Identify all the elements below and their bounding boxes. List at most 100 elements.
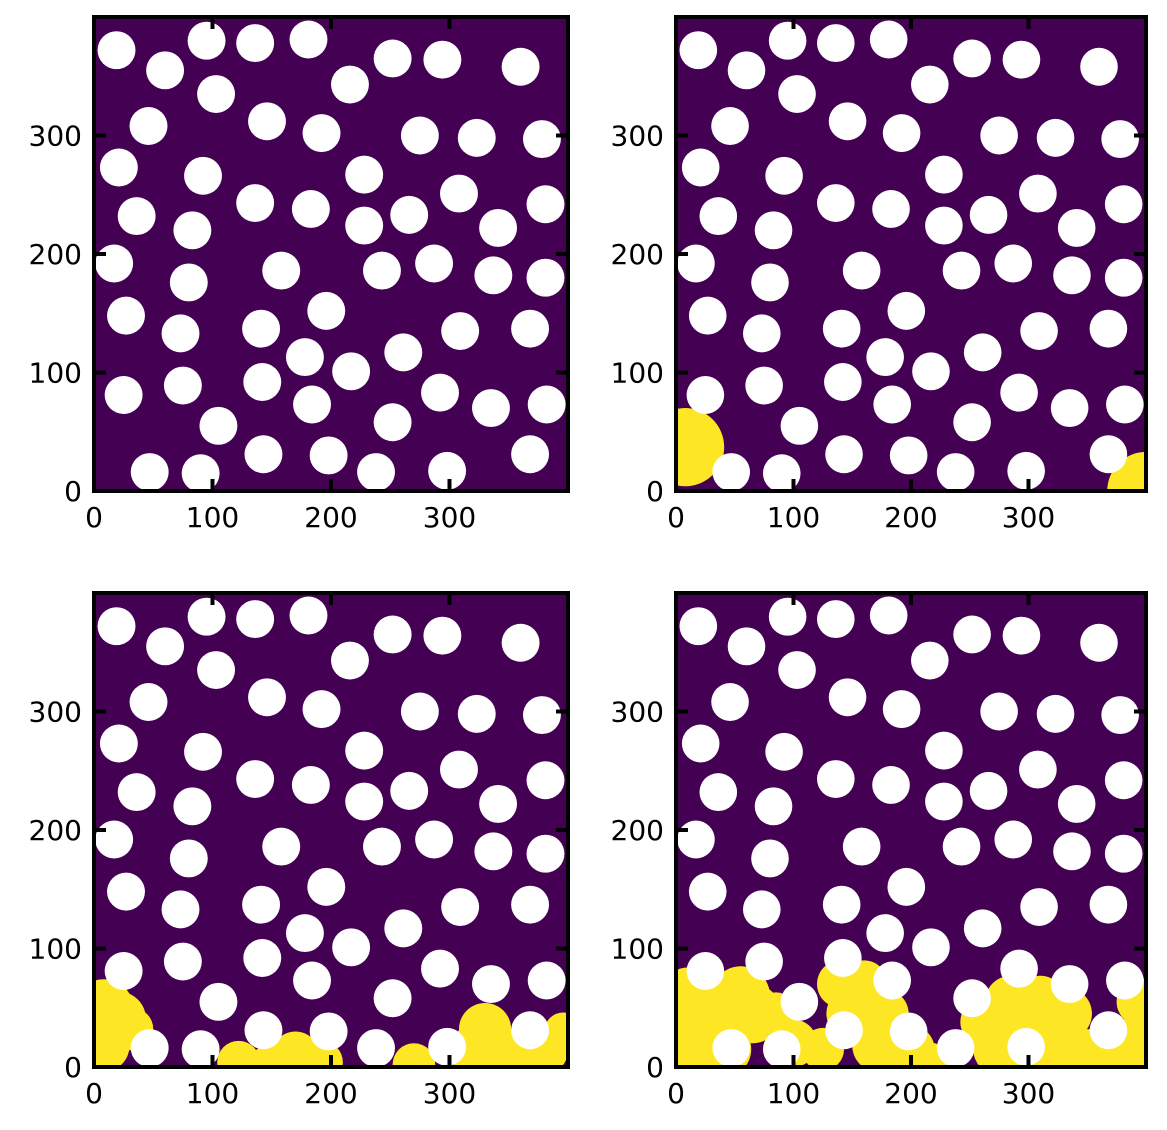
obstacle-disk: [963, 909, 1002, 948]
obstacle-disk: [236, 600, 275, 639]
obstacle-disk: [1106, 385, 1144, 424]
obstacle-disk: [686, 952, 725, 990]
obstacle-disk: [421, 373, 459, 412]
obstacle-disk: [727, 51, 766, 90]
x-tick-label: 300: [423, 501, 476, 534]
obstacle-disk: [677, 244, 715, 283]
obstacle-disk: [373, 403, 412, 442]
panel-1: 0 100 200 300 0 100 200 300: [29, 15, 570, 534]
obstacle-disk: [527, 385, 566, 424]
obstacle-disk: [285, 914, 324, 953]
obstacle-disk: [887, 291, 926, 330]
y-tick-label: 300: [29, 696, 82, 729]
obstacle-disk: [441, 312, 480, 350]
obstacle-disk: [882, 690, 921, 729]
y-tick-label: 0: [64, 475, 82, 508]
obstacle-disk: [474, 832, 513, 871]
obstacle-disk: [1080, 623, 1118, 662]
obstacle-disk: [163, 942, 202, 981]
obstacle-disk: [817, 760, 855, 799]
obstacle-disk: [686, 376, 725, 414]
obstacle-disk: [1106, 961, 1144, 1000]
obstacle-disk: [712, 1029, 751, 1067]
obstacle-disk: [953, 39, 991, 78]
obstacle-disk: [953, 615, 991, 654]
obstacle-disk: [236, 760, 275, 799]
obstacle-disk: [181, 454, 220, 491]
x-tick-label: 300: [1002, 501, 1055, 534]
obstacle-disk: [1101, 120, 1139, 159]
obstacle-disk: [526, 834, 565, 873]
obstacle-disk: [1080, 47, 1118, 86]
obstacle-disk: [362, 251, 401, 290]
obstacle-disk: [99, 724, 138, 763]
obstacle-disk: [1050, 965, 1089, 1004]
obstacle-disk: [479, 784, 518, 823]
obstacle-disk: [243, 939, 282, 977]
obstacle-disk: [293, 385, 331, 424]
x-tick-label: 300: [1002, 1077, 1055, 1110]
obstacle-disk: [912, 928, 950, 967]
obstacle-disk: [309, 1012, 348, 1051]
obstacle-disk: [95, 820, 134, 859]
obstacle-disk: [828, 102, 867, 141]
obstacle-disk: [778, 75, 816, 113]
obstacle-disk: [400, 116, 439, 155]
obstacle-disk: [994, 820, 1033, 859]
x-tick-label: 200: [884, 1077, 937, 1110]
obstacle-disk: [421, 949, 459, 988]
obstacle-disk: [357, 453, 395, 491]
obstacle-disk: [242, 309, 281, 348]
y-tick-label: 100: [611, 357, 664, 390]
obstacle-disk: [677, 820, 715, 859]
obstacle-disk: [428, 1027, 467, 1066]
obstacle-disk: [423, 616, 462, 655]
obstacle-disk: [384, 333, 423, 372]
obstacle-disk: [184, 156, 222, 195]
panel-3: 0 100 200 300 0 100 200 300: [29, 591, 570, 1110]
x-tick-label: 200: [884, 501, 937, 534]
y-tick-label: 100: [29, 933, 82, 966]
obstacle-disk: [699, 197, 738, 236]
y-tick-label: 0: [64, 1051, 82, 1084]
obstacle-disk: [526, 761, 565, 800]
panel-4: 0 100 200 300 0 100 200 300: [611, 591, 1148, 1110]
obstacle-disk: [161, 890, 200, 929]
obstacle-disk: [332, 352, 371, 391]
y-tick-label: 200: [29, 238, 82, 271]
obstacle-disk: [925, 206, 963, 245]
obstacle-disk: [501, 47, 540, 86]
obstacle-disk: [197, 651, 236, 689]
obstacle-disk: [873, 385, 911, 424]
obstacle-disk: [428, 451, 467, 490]
obstacle-disk: [390, 195, 429, 234]
obstacle-disk: [107, 872, 145, 911]
filled-region: [392, 1043, 436, 1067]
obstacle-disk: [1089, 309, 1128, 348]
obstacle-disk: [99, 148, 138, 187]
obstacle-disk: [1020, 888, 1058, 926]
obstacle-disk: [936, 453, 975, 491]
obstacle-disk: [994, 244, 1033, 283]
obstacle-disk: [104, 952, 143, 990]
obstacle-disk: [822, 885, 861, 924]
obstacle-disk: [236, 24, 275, 63]
x-tick-label: 100: [186, 501, 239, 534]
obstacle-disk: [285, 338, 324, 377]
x-tick-label: 100: [186, 1077, 239, 1110]
x-tick-label: 100: [767, 1077, 820, 1110]
obstacle-disk: [1050, 389, 1089, 428]
plot-content: [94, 596, 568, 1067]
obstacle-disk: [440, 174, 478, 213]
obstacle-disk: [825, 1011, 863, 1050]
obstacle-disk: [173, 787, 212, 826]
obstacle-disk: [1104, 258, 1143, 297]
obstacle-disk: [146, 51, 185, 90]
obstacle-disk: [332, 928, 371, 967]
obstacle-disk: [511, 435, 550, 474]
obstacle-disk: [822, 309, 861, 348]
obstacle-disk: [742, 314, 781, 353]
obstacle-disk: [511, 885, 550, 924]
obstacle-disk: [307, 867, 346, 906]
obstacle-disk: [762, 1030, 801, 1067]
